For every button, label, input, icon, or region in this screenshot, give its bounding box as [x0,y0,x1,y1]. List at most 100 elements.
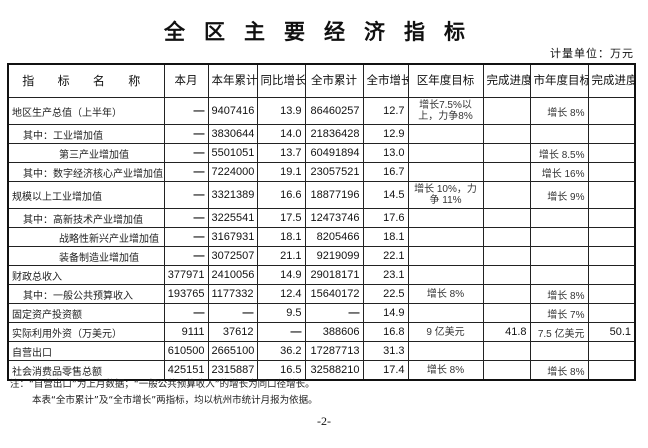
cell-yoy: 13.7 [256,143,306,163]
column-header: 全市增长(%) [362,63,409,98]
table-row: 自营出口 610500 2665100 36.2 17287713 31.3 [7,341,636,361]
column-header: 市年度目标 [529,63,589,98]
cell-city-prog [587,360,636,381]
page-number: -2- [317,414,331,428]
table-row: 固定资产投资额 — —9.5—14.9 增长 7% [7,303,636,323]
cell-dist-target [407,124,484,144]
cell-name: 财政总收入 [7,265,165,285]
cell-dist-prog [482,360,531,381]
cell-name: 其中：工业增加值 [7,124,165,144]
cell-ytd: 7224000 [207,162,258,182]
cell-yoy: 18.1 [256,227,306,247]
table-row: 第三产业增加值 —5501051 13.7 60491894 13.0 增长 8.5% [7,143,636,163]
cell-name: 社会消费品零售总额 [7,360,165,381]
cell-dist-target: 9 亿美元 [407,322,484,342]
cell-yoy: 36.2 [256,341,306,361]
cell-dist-target [407,143,484,163]
cell-yoy: — [256,322,306,342]
cell-dist-prog: 41.8 [482,322,531,342]
cell-city-target [529,246,589,266]
cell-yoy: 9.5 [256,303,306,323]
cell-city-g: 22.1 [362,246,409,266]
cell-ytd: 3321389 [207,181,258,209]
cell-month: — [163,246,209,266]
cell-name: 战略性新兴产业增加值 [7,227,165,247]
cell-city-prog [587,303,636,323]
cell-dist-target: 增长 8% [407,284,484,304]
cell-city-prog [587,227,636,247]
cell-city-g: 17.6 [362,208,409,228]
cell-ytd: 2665100 [207,341,258,361]
column-header: 完成进度(%) [587,63,636,98]
cell-month: 193765 [163,284,209,304]
cell-city-prog [587,341,636,361]
cell-month: — [163,208,209,228]
cell-dist-prog [482,265,531,285]
cell-city: 15640172 [304,284,364,304]
cell-city-g: 22.5 [362,284,409,304]
cell-city-prog: 50.1 [587,322,636,342]
cell-city-target [529,265,589,285]
cell-city-prog [587,246,636,266]
cell-yoy: 17.5 [256,208,306,228]
table-row: 实际利用外资（万美元） 9111 37612—388606 16.8 9 亿美元 41.8… [7,322,636,342]
cell-name: 其中：一般公共预算收入 [7,284,165,304]
cell-dist-prog [482,303,531,323]
cell-city: 12473746 [304,208,364,228]
cell-ytd: 3072507 [207,246,258,266]
cell-yoy: 13.9 [256,97,306,125]
cell-city-target [529,208,589,228]
table-row: 财政总收入 377971 2410056 14.9 29018171 23.1 [7,265,636,285]
cell-city-target: 增长 8% [529,284,589,304]
cell-city-prog [587,143,636,163]
cell-yoy: 12.4 [256,284,306,304]
header-row: 指 标 名 称本月本年累计同比增长(%)全市累计全市增长(%)区年度目标完成进度… [7,63,636,98]
cell-month: 9111 [163,322,209,342]
cell-month: — [163,143,209,163]
note-line-2: 本表“全市累计”及“全市增长”两指标，均以杭州市统计月报为依据。 [32,395,318,406]
cell-name: 地区生产总值（上半年） [7,97,165,125]
column-header: 区年度目标 [407,63,484,98]
cell-dist-prog [482,341,531,361]
cell-city-target [529,124,589,144]
cell-name: 第三产业增加值 [7,143,165,163]
cell-city: 9219099 [304,246,364,266]
cell-month: — [163,162,209,182]
cell-city-g: 17.4 [362,360,409,381]
cell-ytd: 2315887 [207,360,258,381]
table-row: 其中：高新技术产业增加值 —3225541 17.5 12473746 17.6 [7,208,636,228]
column-header: 完成进度(%) [482,63,531,98]
column-header: 指 标 名 称 [7,63,165,98]
cell-month: 610500 [163,341,209,361]
column-header: 本月 [163,63,209,98]
cell-ytd: 3225541 [207,208,258,228]
cell-city: 8205466 [304,227,364,247]
cell-dist-prog [482,284,531,304]
cell-dist-prog [482,162,531,182]
cell-month: — [163,97,209,125]
cell-city-target: 7.5 亿美元 [529,322,589,342]
cell-name: 装备制造业增加值 [7,246,165,266]
cell-city-target: 增长 16% [529,162,589,182]
cell-ytd: 9407416 [207,97,258,125]
cell-month: — [163,181,209,209]
cell-city-target [529,341,589,361]
table-row: 地区生产总值（上半年） —9407416 13.9 86460257 12.7 增长7.5… [7,97,636,125]
cell-city: — [304,303,364,323]
column-header: 本年累计 [207,63,258,98]
cell-month: 425151 [163,360,209,381]
cell-name: 实际利用外资（万美元） [7,322,165,342]
cell-yoy: 19.1 [256,162,306,182]
cell-name: 其中：数字经济核心产业增加值 [7,162,165,182]
cell-name: 自营出口 [7,341,165,361]
cell-yoy: 21.1 [256,246,306,266]
cell-yoy: 16.6 [256,181,306,209]
cell-city-g: 23.1 [362,265,409,285]
cell-city: 388606 [304,322,364,342]
cell-city-target: 增长 7% [529,303,589,323]
cell-dist-prog [482,124,531,144]
cell-city-prog [587,97,636,125]
cell-dist-prog [482,208,531,228]
cell-ytd: 5501051 [207,143,258,163]
cell-dist-target [407,208,484,228]
